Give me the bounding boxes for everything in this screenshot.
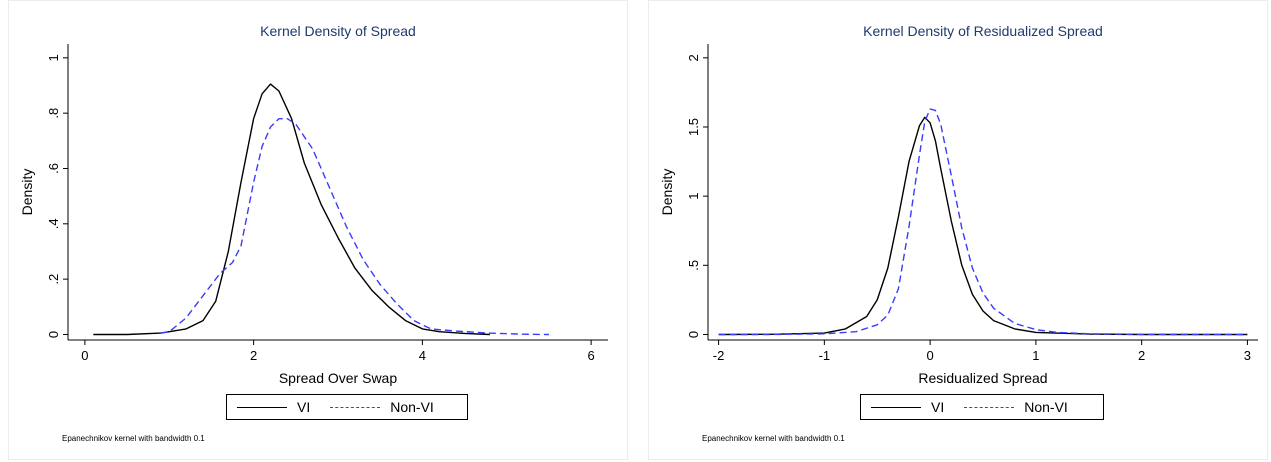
- panel-frame: [8, 0, 628, 460]
- legend-swatch-vi: [237, 406, 287, 408]
- chart-title: Kernel Density of Residualized Spread: [863, 23, 1103, 39]
- kernel-density-residualized-chart: Kernel Density of Residualized Spread 0 .5…: [659, 23, 1258, 386]
- legend-swatch-vi: [871, 406, 921, 408]
- legend-item-vi: VI: [237, 399, 310, 415]
- series-line-vi: [718, 116, 1248, 336]
- x-tick-label: 1: [1032, 348, 1039, 363]
- legend-swatch-non-vi: [330, 406, 381, 408]
- kernel-note: Epanechnikov kernel with bandwidth 0.1: [62, 434, 205, 443]
- x-tick-label: 0: [81, 348, 88, 363]
- legend-label-vi: VI: [931, 399, 945, 415]
- x-tick-label: -1: [819, 348, 831, 363]
- x-axis-label: Spread Over Swap: [279, 370, 397, 386]
- x-axis-label: Residualized Spread: [918, 370, 1047, 386]
- y-tick-label: .8: [46, 108, 61, 119]
- series-line-non-vi: [160, 117, 549, 336]
- y-tick-label: 2: [686, 54, 701, 61]
- legend-item-vi: VI: [871, 399, 944, 415]
- y-axis-label: Density: [659, 169, 675, 216]
- x-tick-label: 0: [926, 348, 933, 363]
- legend: VI Non-VI: [226, 394, 468, 420]
- kernel-note: Epanechnikov kernel with bandwidth 0.1: [702, 434, 845, 443]
- panel-frame: [648, 0, 1268, 460]
- y-tick-label: 0: [686, 331, 701, 338]
- legend-item-non-vi: Non-VI: [330, 399, 434, 415]
- legend-label-non-vi: Non-VI: [390, 399, 434, 415]
- kernel-density-spread-chart: Kernel Density of Spread 0 .2 .4 .6 .8 1 0 2 4 6 Sp…: [19, 23, 608, 386]
- legend-label-vi: VI: [297, 399, 311, 415]
- x-tick-label: 2: [1138, 348, 1145, 363]
- x-tick-label: 3: [1244, 348, 1251, 363]
- y-tick-label: 1: [686, 193, 701, 200]
- y-tick-label: .2: [46, 274, 61, 285]
- y-tick-label: 0: [46, 331, 61, 338]
- y-tick-label: .4: [46, 218, 61, 229]
- chart-title: Kernel Density of Spread: [260, 23, 416, 39]
- legend-swatch-non-vi: [964, 406, 1015, 408]
- x-tick-label: 2: [250, 348, 257, 363]
- chart-panel-residualized-spread: Kernel Density of Residualized Spread 0 .5…: [648, 0, 1270, 462]
- x-tick-label: -2: [713, 348, 725, 363]
- series-line-non-vi: [718, 108, 1248, 336]
- y-tick-label: .5: [686, 260, 701, 271]
- series-line-vi: [93, 83, 490, 336]
- y-tick-label: 1.5: [686, 118, 701, 136]
- x-tick-label: 6: [588, 348, 595, 363]
- legend-item-non-vi: Non-VI: [964, 399, 1068, 415]
- legend-label-non-vi: Non-VI: [1024, 399, 1068, 415]
- chart-panel-spread: Kernel Density of Spread 0 .2 .4 .6 .8 1 0 2 4 6 Sp…: [8, 0, 630, 462]
- y-axis-label: Density: [19, 169, 35, 216]
- y-tick-label: 1: [46, 54, 61, 61]
- x-tick-label: 4: [419, 348, 426, 363]
- legend: VI Non-VI: [860, 394, 1104, 420]
- y-tick-label: .6: [46, 163, 61, 174]
